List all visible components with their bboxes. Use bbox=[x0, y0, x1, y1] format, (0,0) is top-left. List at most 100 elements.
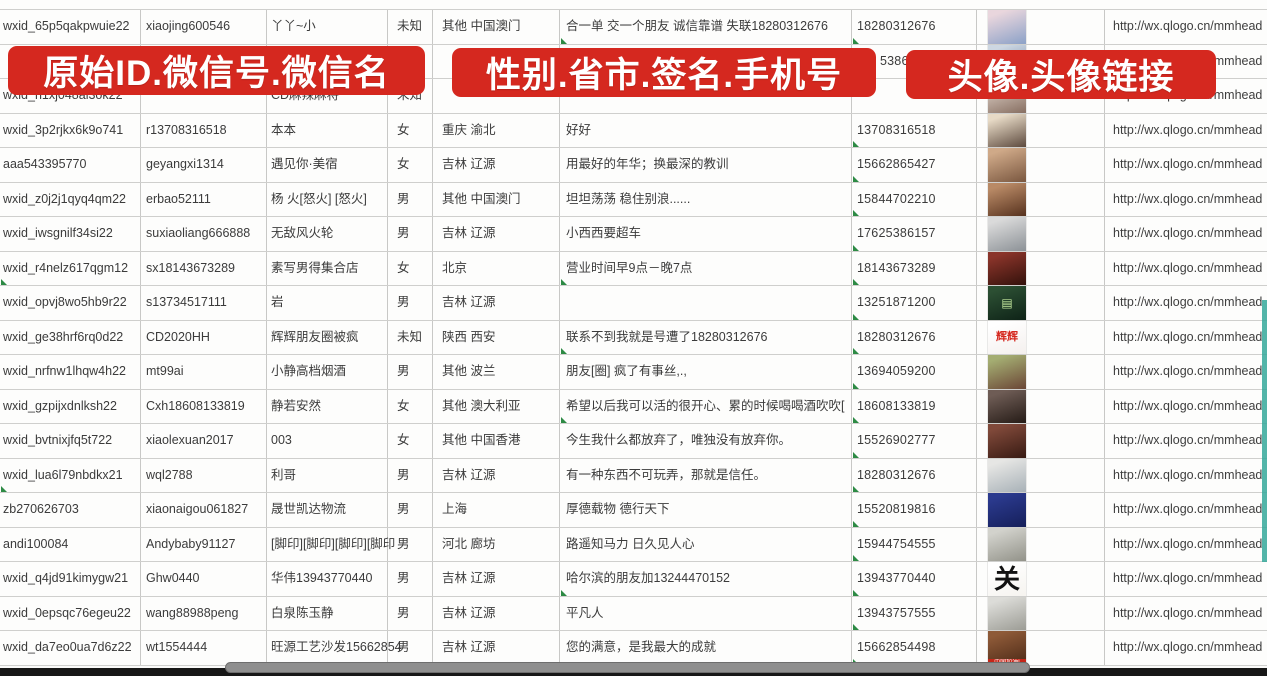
cell-phone[interactable]: 18280312676 bbox=[852, 320, 977, 354]
cell-avatar-url[interactable]: http://wx.qlogo.cn/mmhead bbox=[1113, 571, 1263, 585]
cell-phone[interactable]: 17625386157 bbox=[852, 217, 977, 251]
cell-avatar-url[interactable]: http://wx.qlogo.cn/mmhead bbox=[1113, 260, 1263, 275]
cell-region[interactable]: 北京 bbox=[433, 251, 560, 285]
avatar-image[interactable] bbox=[988, 251, 1026, 285]
cell-region[interactable]: 上海 bbox=[433, 493, 560, 527]
cell-wechat-id[interactable]: sx18143673289 bbox=[141, 251, 267, 285]
avatar-image[interactable] bbox=[988, 355, 1026, 389]
cell-wechat-name[interactable]: 辉辉朋友圈被疯 bbox=[267, 320, 388, 354]
cell-avatar[interactable] bbox=[977, 182, 1105, 216]
cell-gender[interactable]: 女 bbox=[388, 424, 433, 458]
cell-signature[interactable]: 好好 bbox=[560, 113, 852, 147]
cell-avatar[interactable] bbox=[977, 389, 1105, 423]
cell-wechat-id[interactable] bbox=[141, 79, 267, 113]
cell-gender[interactable]: 男 bbox=[388, 493, 433, 527]
cell-phone[interactable]: 13943757555 bbox=[852, 596, 977, 630]
cell-region[interactable]: 吉林 辽源 bbox=[433, 217, 560, 251]
cell-gender[interactable]: 女 bbox=[388, 251, 433, 285]
cell-avatar-url[interactable]: http://wx.qlogo.cn/mmhead bbox=[1113, 364, 1263, 378]
cell-phone[interactable]: 18608133819 bbox=[852, 389, 977, 423]
cell-wechat-name[interactable]: 003 bbox=[267, 424, 388, 458]
avatar-image[interactable]: 辉辉 bbox=[988, 320, 1026, 354]
cell-region[interactable]: 吉林 辽源 bbox=[433, 286, 560, 320]
avatar-image[interactable] bbox=[988, 527, 1026, 561]
cell-original-id[interactable]: wxid_da7eo0ua7d6z22 bbox=[0, 631, 141, 665]
cell-gender[interactable]: 男 bbox=[388, 596, 433, 630]
cell-original-id[interactable]: andi100084 bbox=[0, 527, 141, 561]
cell-wechat-id[interactable]: wt1554444 bbox=[141, 631, 267, 665]
cell-avatar-url[interactable]: http://wx.qlogo.cn/mmhead bbox=[1113, 329, 1263, 344]
cell-avatar-url[interactable]: http://wx.qlogo.cn/mmhead bbox=[1113, 19, 1263, 33]
cell-phone[interactable]: 15844702210 bbox=[852, 182, 977, 216]
cell-gender[interactable]: 男 bbox=[388, 631, 433, 665]
cell-gender[interactable]: 男 bbox=[388, 562, 433, 596]
cell-region[interactable]: 吉林 辽源 bbox=[433, 596, 560, 630]
cell-wechat-id[interactable]: Ghw0440 bbox=[141, 562, 267, 596]
cell-wechat-name[interactable]: 华伟13943770440 bbox=[267, 562, 388, 596]
cell-gender[interactable]: 男 bbox=[388, 217, 433, 251]
horizontal-scrollbar-thumb[interactable] bbox=[225, 662, 1030, 673]
cell-original-id[interactable]: wxid_ge38hrf6rq0d22 bbox=[0, 320, 141, 354]
cell-avatar-url[interactable]: http://wx.qlogo.cn/mmhead bbox=[1113, 191, 1263, 206]
cell-signature[interactable]: 合一单 交一个朋友 诚信靠谱 失联18280312676 bbox=[560, 10, 852, 44]
cell-signature[interactable]: 平凡人 bbox=[560, 596, 852, 630]
cell-region[interactable]: 河北 廊坊 bbox=[433, 527, 560, 561]
cell-avatar-url[interactable]: http://wx.qlogo.cn/mmhead bbox=[1113, 398, 1263, 413]
cell-avatar[interactable]: ▤ bbox=[977, 286, 1105, 320]
avatar-image[interactable] bbox=[988, 424, 1026, 458]
cell-original-id[interactable]: wxid_r4nelz617qgm12 bbox=[0, 251, 141, 285]
cell-original-id[interactable]: zb270626703 bbox=[0, 493, 141, 527]
cell-avatar-url[interactable]: http://wx.qlogo.cn/mmhead bbox=[1113, 640, 1263, 654]
cell-avatar[interactable] bbox=[977, 458, 1105, 492]
cell-wechat-name[interactable]: 本本 bbox=[267, 113, 388, 147]
cell-wechat-id[interactable]: xiaolexuan2017 bbox=[141, 424, 267, 458]
cell-phone[interactable]: 13943770440 bbox=[852, 562, 977, 596]
cell-wechat-id[interactable]: mt99ai bbox=[141, 355, 267, 389]
cell-phone[interactable]: 18143673289 bbox=[852, 251, 977, 285]
cell-avatar[interactable] bbox=[977, 148, 1105, 182]
cell-wechat-id[interactable]: xiaojing600546 bbox=[141, 10, 267, 44]
cell-original-id[interactable]: wxid_3p2rjkx6k9o741 bbox=[0, 113, 141, 147]
avatar-image[interactable] bbox=[988, 493, 1026, 527]
cell-gender[interactable]: 女 bbox=[388, 389, 433, 423]
cell-avatar-url[interactable]: http://wx.qlogo.cn/mmhead bbox=[1113, 433, 1263, 447]
cell-wechat-id[interactable]: Cxh18608133819 bbox=[141, 389, 267, 423]
cell-region[interactable]: 吉林 辽源 bbox=[433, 631, 560, 665]
avatar-image[interactable] bbox=[988, 113, 1026, 147]
cell-signature[interactable]: 厚德载物 德行天下 bbox=[560, 493, 852, 527]
cell-phone[interactable]: 15662865427 bbox=[852, 148, 977, 182]
cell-avatar-url[interactable]: http://wx.qlogo.cn/mmhead bbox=[1113, 122, 1263, 137]
cell-signature[interactable]: 希望以后我可以活的很开心、累的时候喝喝酒吹吹[ bbox=[560, 389, 852, 423]
cell-signature[interactable]: 营业时间早9点－晚7点 bbox=[560, 251, 852, 285]
cell-wechat-id[interactable]: wql2788 bbox=[141, 458, 267, 492]
cell-region[interactable]: 其他 波兰 bbox=[433, 355, 560, 389]
avatar-image[interactable]: 关 bbox=[988, 562, 1026, 596]
cell-original-id[interactable]: aaa543395770 bbox=[0, 148, 141, 182]
cell-gender[interactable]: 男 bbox=[388, 182, 433, 216]
cell-avatar[interactable]: 中国加油! bbox=[977, 631, 1105, 665]
cell-wechat-name[interactable]: 遇见你·美宿 bbox=[267, 148, 388, 182]
cell-signature[interactable]: 您的满意，是我最大的成就 bbox=[560, 631, 852, 665]
cell-gender[interactable]: 男 bbox=[388, 355, 433, 389]
cell-original-id[interactable]: wxid_gzpijxdnlksh22 bbox=[0, 389, 141, 423]
cell-wechat-name[interactable]: 杨 火[怒火] [怒火] bbox=[267, 182, 388, 216]
cell-gender[interactable]: 未知 bbox=[388, 10, 433, 44]
cell-signature[interactable]: 小西西要超车 bbox=[560, 217, 852, 251]
cell-phone[interactable]: 13708316518 bbox=[852, 113, 977, 147]
cell-signature[interactable]: 今生我什么都放弃了，唯独没有放弃你。 bbox=[560, 424, 852, 458]
cell-signature[interactable]: 路遥知马力 日久见人心 bbox=[560, 527, 852, 561]
cell-original-id[interactable]: wxid_q4jd91kimygw21 bbox=[0, 562, 141, 596]
cell-avatar[interactable] bbox=[977, 217, 1105, 251]
cell-region[interactable]: 其他 澳大利亚 bbox=[433, 389, 560, 423]
cell-wechat-name[interactable]: 小静高档烟酒 bbox=[267, 355, 388, 389]
cell-phone[interactable]: 13694059200 bbox=[852, 355, 977, 389]
cell-avatar-url[interactable]: http://wx.qlogo.cn/mmhead bbox=[1113, 295, 1263, 309]
cell-phone[interactable]: 15662854498 bbox=[852, 631, 977, 665]
cell-wechat-id[interactable]: Andybaby91127 bbox=[141, 527, 267, 561]
cell-avatar[interactable]: 关 bbox=[977, 562, 1105, 596]
cell-avatar-url[interactable]: http://wx.qlogo.cn/mmhead bbox=[1113, 226, 1263, 240]
cell-wechat-id[interactable]: s13734517111 bbox=[141, 286, 267, 320]
cell-phone[interactable]: 15944754555 bbox=[852, 527, 977, 561]
cell-wechat-name[interactable]: 无敌风火轮 bbox=[267, 217, 388, 251]
cell-avatar[interactable] bbox=[977, 10, 1105, 44]
